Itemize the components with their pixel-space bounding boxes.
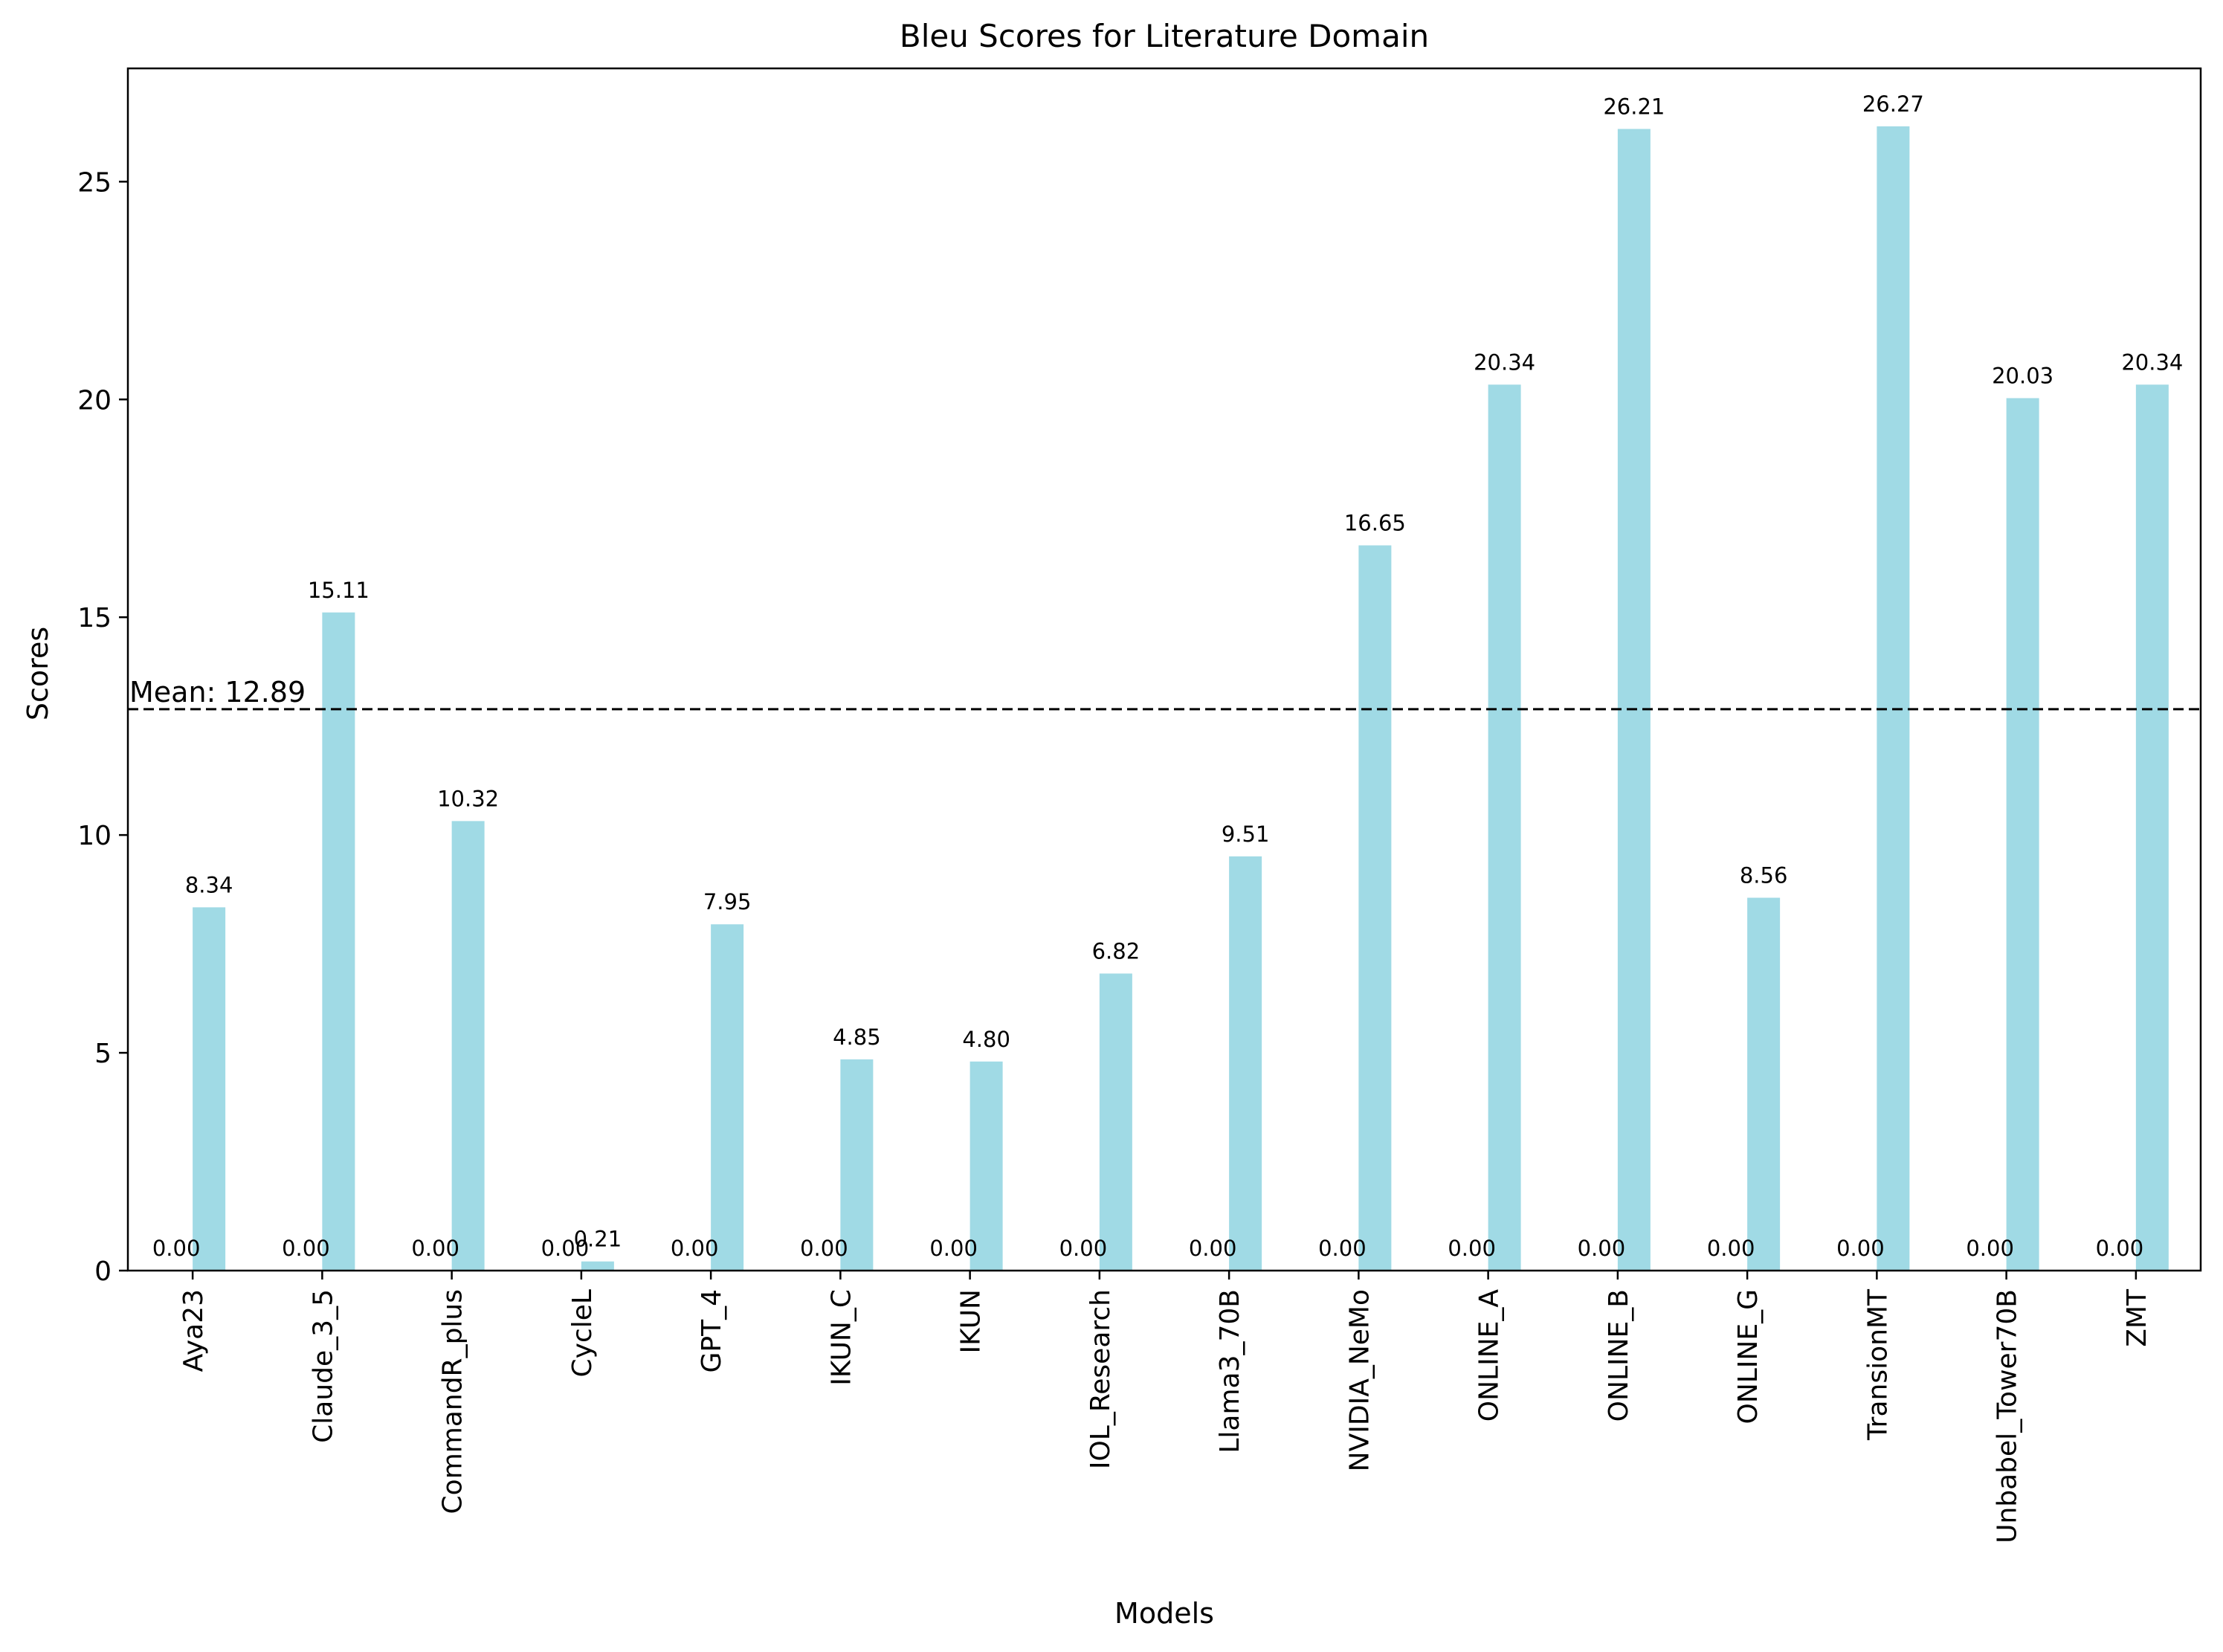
y-tick-label: 15: [77, 603, 112, 633]
plot-frame: [126, 67, 2202, 1272]
bar-Aya23-series_2: [193, 907, 226, 1271]
bar-value-label: 26.27: [1862, 91, 1924, 117]
bar-value-label: 20.34: [1474, 349, 1535, 375]
bar-value-label: 0.00: [1448, 1236, 1496, 1261]
bar-value-label: 8.34: [185, 872, 233, 897]
x-tick-label: ZMT: [2122, 1288, 2152, 1347]
x-tick-label: Aya23: [178, 1289, 209, 1372]
x-tick-label: ONLINE_A: [1474, 1289, 1505, 1422]
x-tick-label: Llama3_70B: [1215, 1289, 1245, 1453]
x-tick-label: Claude_3_5: [308, 1289, 338, 1443]
bar-value-label: 15.11: [308, 578, 370, 603]
bar-value-label: 0.00: [1189, 1236, 1237, 1261]
x-tick-label: GPT_4: [697, 1289, 727, 1373]
axes-layer: 0 5 10 15 20 25 Aya23 Claude_3_5 CommandR_plus Cy…: [77, 67, 2202, 1543]
x-axis-label: Models: [1114, 1597, 1214, 1630]
bar-IOL_Research-series_2: [1099, 973, 1132, 1271]
bar-value-label: 0.00: [1318, 1236, 1367, 1261]
bar-Llama3_70B-series_2: [1229, 856, 1262, 1271]
bar-value-label: 10.32: [437, 786, 499, 811]
x-tick-label: Unbabel_Tower70B: [1993, 1289, 2023, 1543]
bar-value-label: 4.85: [833, 1025, 881, 1050]
y-tick-label: 10: [77, 821, 112, 851]
x-tick-label: CycleL: [567, 1289, 598, 1377]
mean-line-layer: Mean: 12.89: [128, 676, 2201, 711]
bar-TransionMT-series_2: [1877, 126, 1910, 1271]
y-tick-label: 20: [77, 385, 112, 416]
bar-value-label: 7.95: [703, 889, 752, 914]
bar-value-label: 0.00: [1707, 1236, 1755, 1261]
y-tick-label: 0: [94, 1256, 112, 1287]
bar-value-label: 0.00: [282, 1236, 330, 1261]
bar-value-label: 0.00: [671, 1236, 719, 1261]
chart-title: Bleu Scores for Literature Domain: [900, 18, 1429, 54]
bar-value-label: 0.00: [1836, 1236, 1885, 1261]
bar-NVIDIA_NeMo-series_2: [1358, 545, 1392, 1271]
bar-value-label: 0.00: [929, 1236, 978, 1261]
x-tick-label: CommandR_plus: [438, 1289, 468, 1514]
mean-line-label: Mean: 12.89: [129, 676, 306, 709]
y-tick-label: 25: [77, 167, 112, 198]
bar-ONLINE_B-series_2: [1617, 129, 1651, 1271]
y-tick-label: 5: [94, 1039, 112, 1069]
bar-value-label: 9.51: [1222, 822, 1270, 847]
bar-value-label: 0.21: [574, 1227, 622, 1252]
bar-value-label: 8.56: [1740, 862, 1788, 888]
bar-IKUN-series_2: [969, 1061, 1003, 1271]
bar-Unbabel_Tower70B-series_2: [2006, 398, 2039, 1271]
bar-value-label: 0.00: [1578, 1236, 1626, 1261]
bar-value-label: 0.00: [411, 1236, 459, 1261]
x-tick-label: ONLINE_B: [1604, 1289, 1634, 1422]
bar-value-label: 20.34: [2121, 349, 2183, 375]
x-tick-label: NVIDIA_NeMo: [1344, 1289, 1375, 1471]
x-tick-label: IOL_Research: [1085, 1289, 1116, 1469]
bar-CycleL-series_2: [581, 1261, 614, 1271]
bar-value-label: 20.03: [1992, 364, 2053, 389]
bar-CommandR_plus-series_2: [451, 821, 485, 1271]
bar-IKUN_C-series_2: [840, 1059, 874, 1271]
x-tick-label: IKUN_C: [826, 1289, 856, 1386]
bar-ONLINE_A-series_2: [1488, 384, 1521, 1271]
bar-ONLINE_G-series_2: [1747, 897, 1781, 1271]
bar-value-label: 6.82: [1092, 938, 1140, 964]
bar-value-label: 16.65: [1344, 511, 1406, 536]
bars-layer: [193, 126, 2169, 1271]
y-axis-label: Scores: [22, 627, 54, 720]
bar-ZMT-series_2: [2135, 384, 2169, 1271]
x-tick-label: ONLINE_G: [1733, 1289, 1764, 1424]
bar-value-label: 0.00: [1966, 1236, 2014, 1261]
bar-value-label: 0.00: [541, 1236, 590, 1261]
bar-GPT_4-series_2: [711, 924, 744, 1271]
bar-Claude_3_5-series_2: [322, 612, 355, 1271]
bar-value-label: 4.80: [962, 1027, 1010, 1052]
x-tick-label: TransionMT: [1862, 1288, 1893, 1441]
bar-value-label: 0.00: [800, 1236, 848, 1261]
bar-value-label: 0.00: [1059, 1236, 1108, 1261]
bar-value-label: 0.00: [2096, 1236, 2144, 1261]
x-tick-label: IKUN: [956, 1289, 987, 1354]
bar-value-label: 0.00: [152, 1236, 201, 1261]
bar-value-label: 26.21: [1603, 94, 1665, 119]
bar-labels-layer: 0.00 0.00 0.00 0.00 0.00 0.00 0.00 0.00 0.00 0.00…: [152, 91, 2184, 1261]
